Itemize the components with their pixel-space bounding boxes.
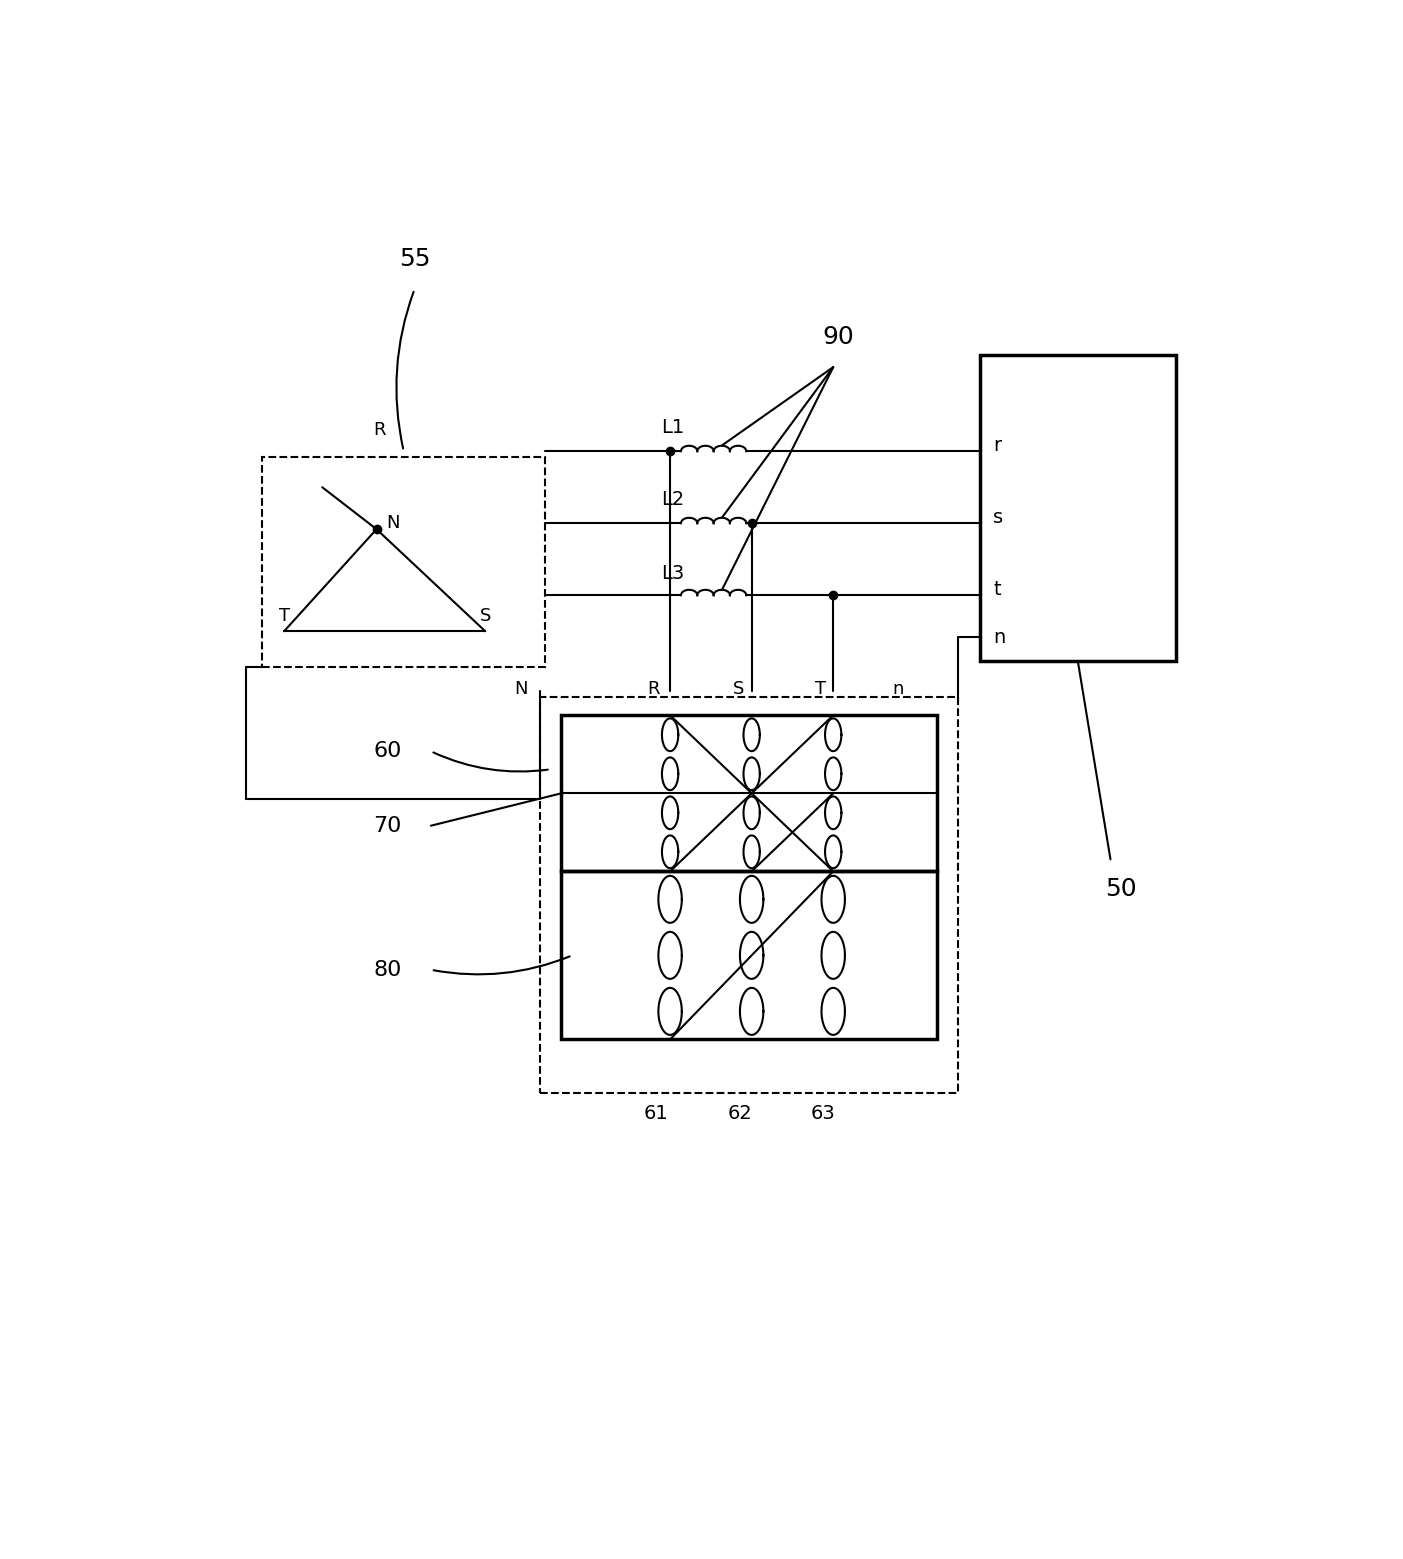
Text: 63: 63	[811, 1104, 836, 1124]
Text: R: R	[373, 421, 386, 438]
Text: 80: 80	[373, 960, 401, 979]
Text: N: N	[386, 514, 400, 532]
Text: S: S	[732, 680, 745, 698]
Text: S: S	[480, 606, 491, 625]
Text: 70: 70	[373, 815, 401, 836]
Text: L1: L1	[661, 418, 685, 437]
Text: 55: 55	[398, 248, 431, 271]
Bar	[262, 457, 544, 667]
Text: n: n	[892, 680, 904, 698]
Text: r: r	[993, 435, 1002, 455]
Text: 62: 62	[727, 1104, 752, 1124]
Bar	[561, 716, 937, 871]
Bar	[561, 871, 937, 1040]
Bar	[979, 355, 1176, 661]
Text: R: R	[648, 680, 659, 698]
Text: T: T	[279, 606, 289, 625]
Text: 61: 61	[644, 1104, 668, 1124]
Text: t: t	[993, 580, 1000, 599]
Text: N: N	[515, 680, 528, 698]
Text: n: n	[993, 628, 1006, 647]
Text: L2: L2	[661, 490, 685, 508]
Text: 50: 50	[1106, 878, 1138, 901]
Text: T: T	[815, 680, 826, 698]
Text: s: s	[993, 508, 1003, 527]
Text: 60: 60	[373, 741, 401, 761]
Text: L3: L3	[661, 564, 685, 583]
Text: 90: 90	[822, 326, 854, 349]
Bar	[540, 697, 958, 1093]
